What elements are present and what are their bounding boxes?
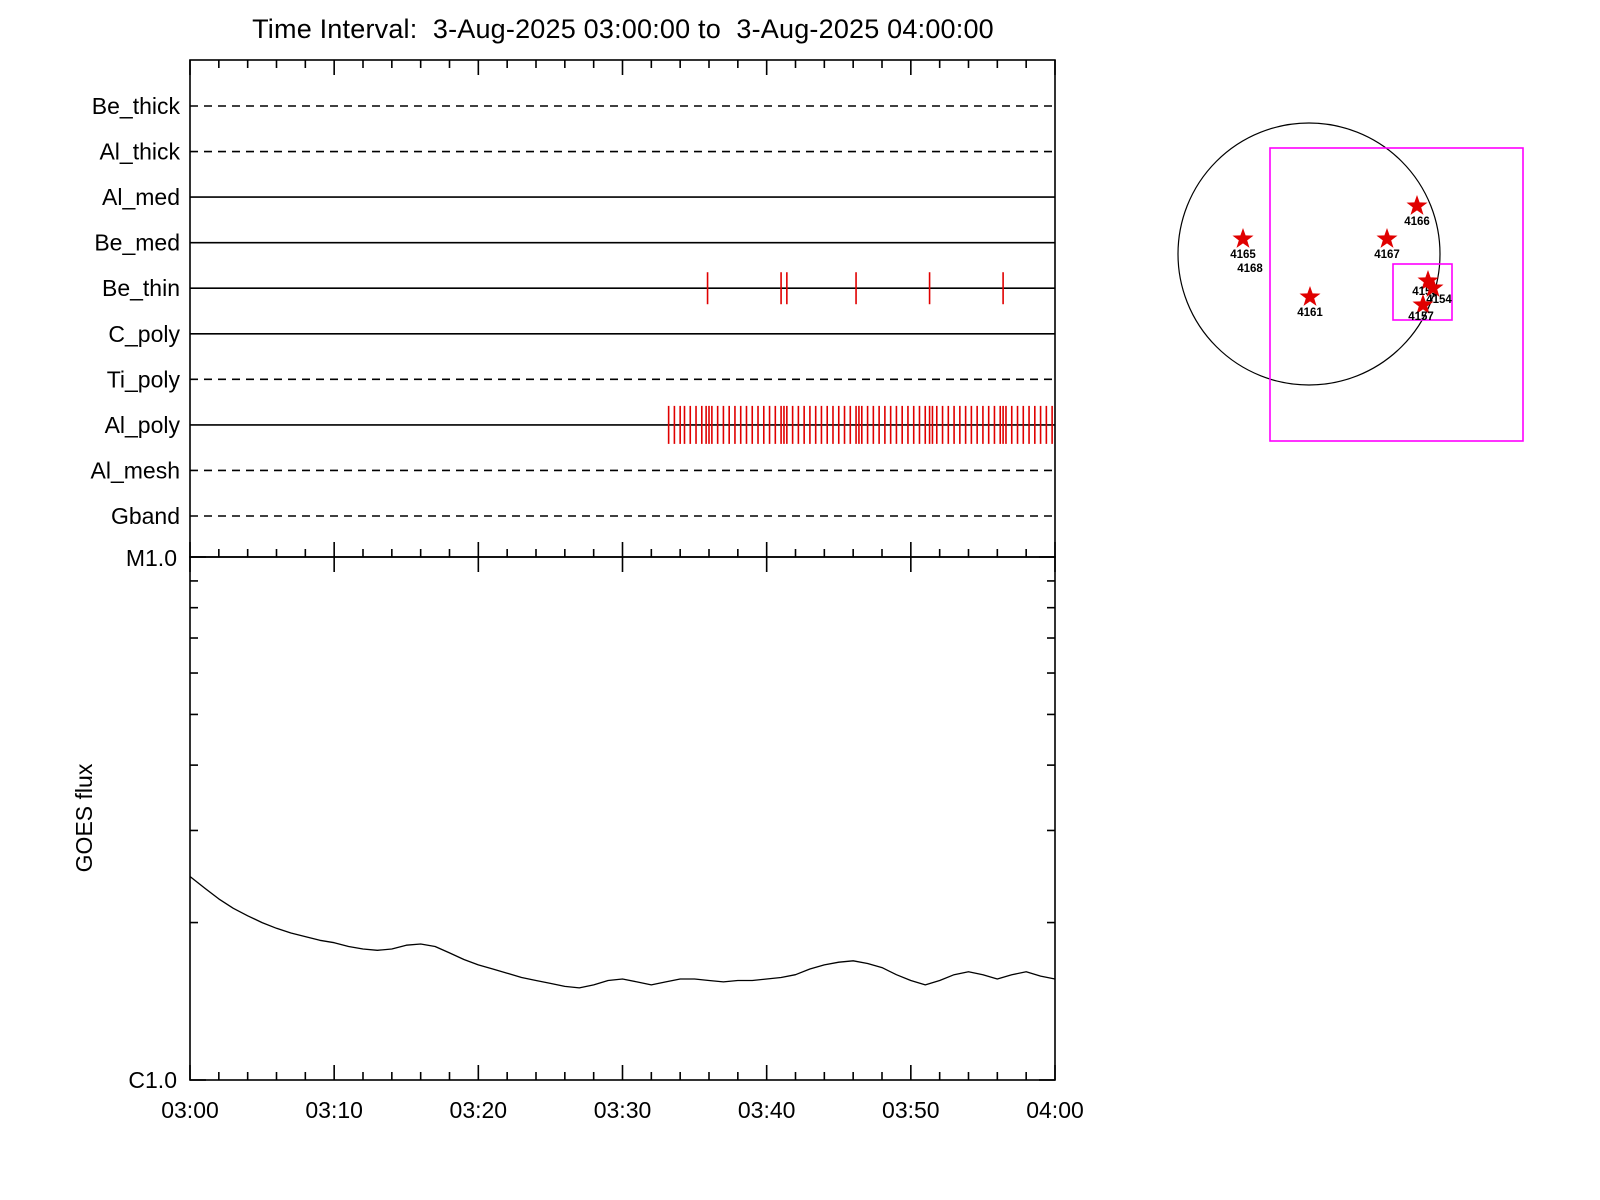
channel-label-C_poly: C_poly bbox=[108, 321, 180, 347]
channel-label-Be_thin: Be_thin bbox=[102, 275, 180, 301]
ar-star-4167 bbox=[1376, 228, 1398, 248]
ar-label-4154: 4154 bbox=[1426, 294, 1452, 306]
x-axis-tick-labels: 03:00 03:10 03:20 03:30 03:40 03:50 04:00 bbox=[161, 1097, 1084, 1123]
channel-label-Al_poly: Al_poly bbox=[105, 412, 181, 438]
goes-ylabel: GOES flux bbox=[71, 763, 97, 872]
time-axis-ticks bbox=[189, 60, 1056, 1080]
channel-label-Ti_poly: Ti_poly bbox=[107, 366, 181, 392]
ar-star-4165 bbox=[1232, 228, 1254, 248]
sun-disk bbox=[1177, 122, 1441, 386]
x-tick-label: 04:00 bbox=[1026, 1097, 1084, 1123]
channel-label-Be_med: Be_med bbox=[94, 230, 180, 256]
channel-label-Be_thick: Be_thick bbox=[92, 93, 181, 119]
exposure-ticks-Al_poly bbox=[667, 405, 1053, 444]
ar-star-4166 bbox=[1406, 195, 1428, 215]
ar-star-4154 bbox=[1422, 277, 1444, 297]
ar-star-4161 bbox=[1299, 286, 1321, 306]
goes-flux-curve bbox=[189, 875, 1056, 989]
ar-label-4168: 4168 bbox=[1237, 263, 1263, 275]
x-tick-label: 03:00 bbox=[161, 1097, 219, 1123]
fov-box-1 bbox=[1392, 263, 1453, 321]
channel-label-Gband: Gband bbox=[111, 503, 180, 529]
page-title: Time Interval: 3-Aug-2025 03:00:00 to 3-… bbox=[252, 14, 994, 44]
ar-label-4167: 4167 bbox=[1374, 249, 1400, 261]
x-tick-label: 03:40 bbox=[738, 1097, 796, 1123]
ar-label-4166: 4166 bbox=[1404, 216, 1430, 228]
x-tick-label: 03:10 bbox=[305, 1097, 363, 1123]
y-axis-label-bottom: C1.0 bbox=[128, 1067, 177, 1093]
fov-box-0 bbox=[1269, 147, 1524, 442]
channel-label-Al_med: Al_med bbox=[102, 184, 180, 210]
exposure-ticks-Be_thin bbox=[706, 272, 1004, 305]
xrt-filter-exposure-timeline: Be_thick Al_thick Al_med Be_med Be_thin C_pol… bbox=[91, 59, 1056, 558]
x-tick-label: 03:50 bbox=[882, 1097, 940, 1123]
x-tick-label: 03:30 bbox=[594, 1097, 652, 1123]
ar-label-4161: 4161 bbox=[1297, 307, 1323, 319]
channel-label-Al_thick: Al_thick bbox=[99, 139, 180, 165]
goes-y-ticks bbox=[190, 556, 1055, 1081]
ar-star-4157 bbox=[1412, 294, 1434, 314]
ar-label-4165: 4165 bbox=[1230, 249, 1256, 261]
x-tick-label: 03:20 bbox=[450, 1097, 508, 1123]
channel-label-Al_mesh: Al_mesh bbox=[91, 457, 180, 483]
ar-star-4155 bbox=[1417, 270, 1439, 290]
ar-label-4157: 4157 bbox=[1408, 311, 1434, 323]
y-axis-label-top: M1.0 bbox=[126, 545, 177, 571]
